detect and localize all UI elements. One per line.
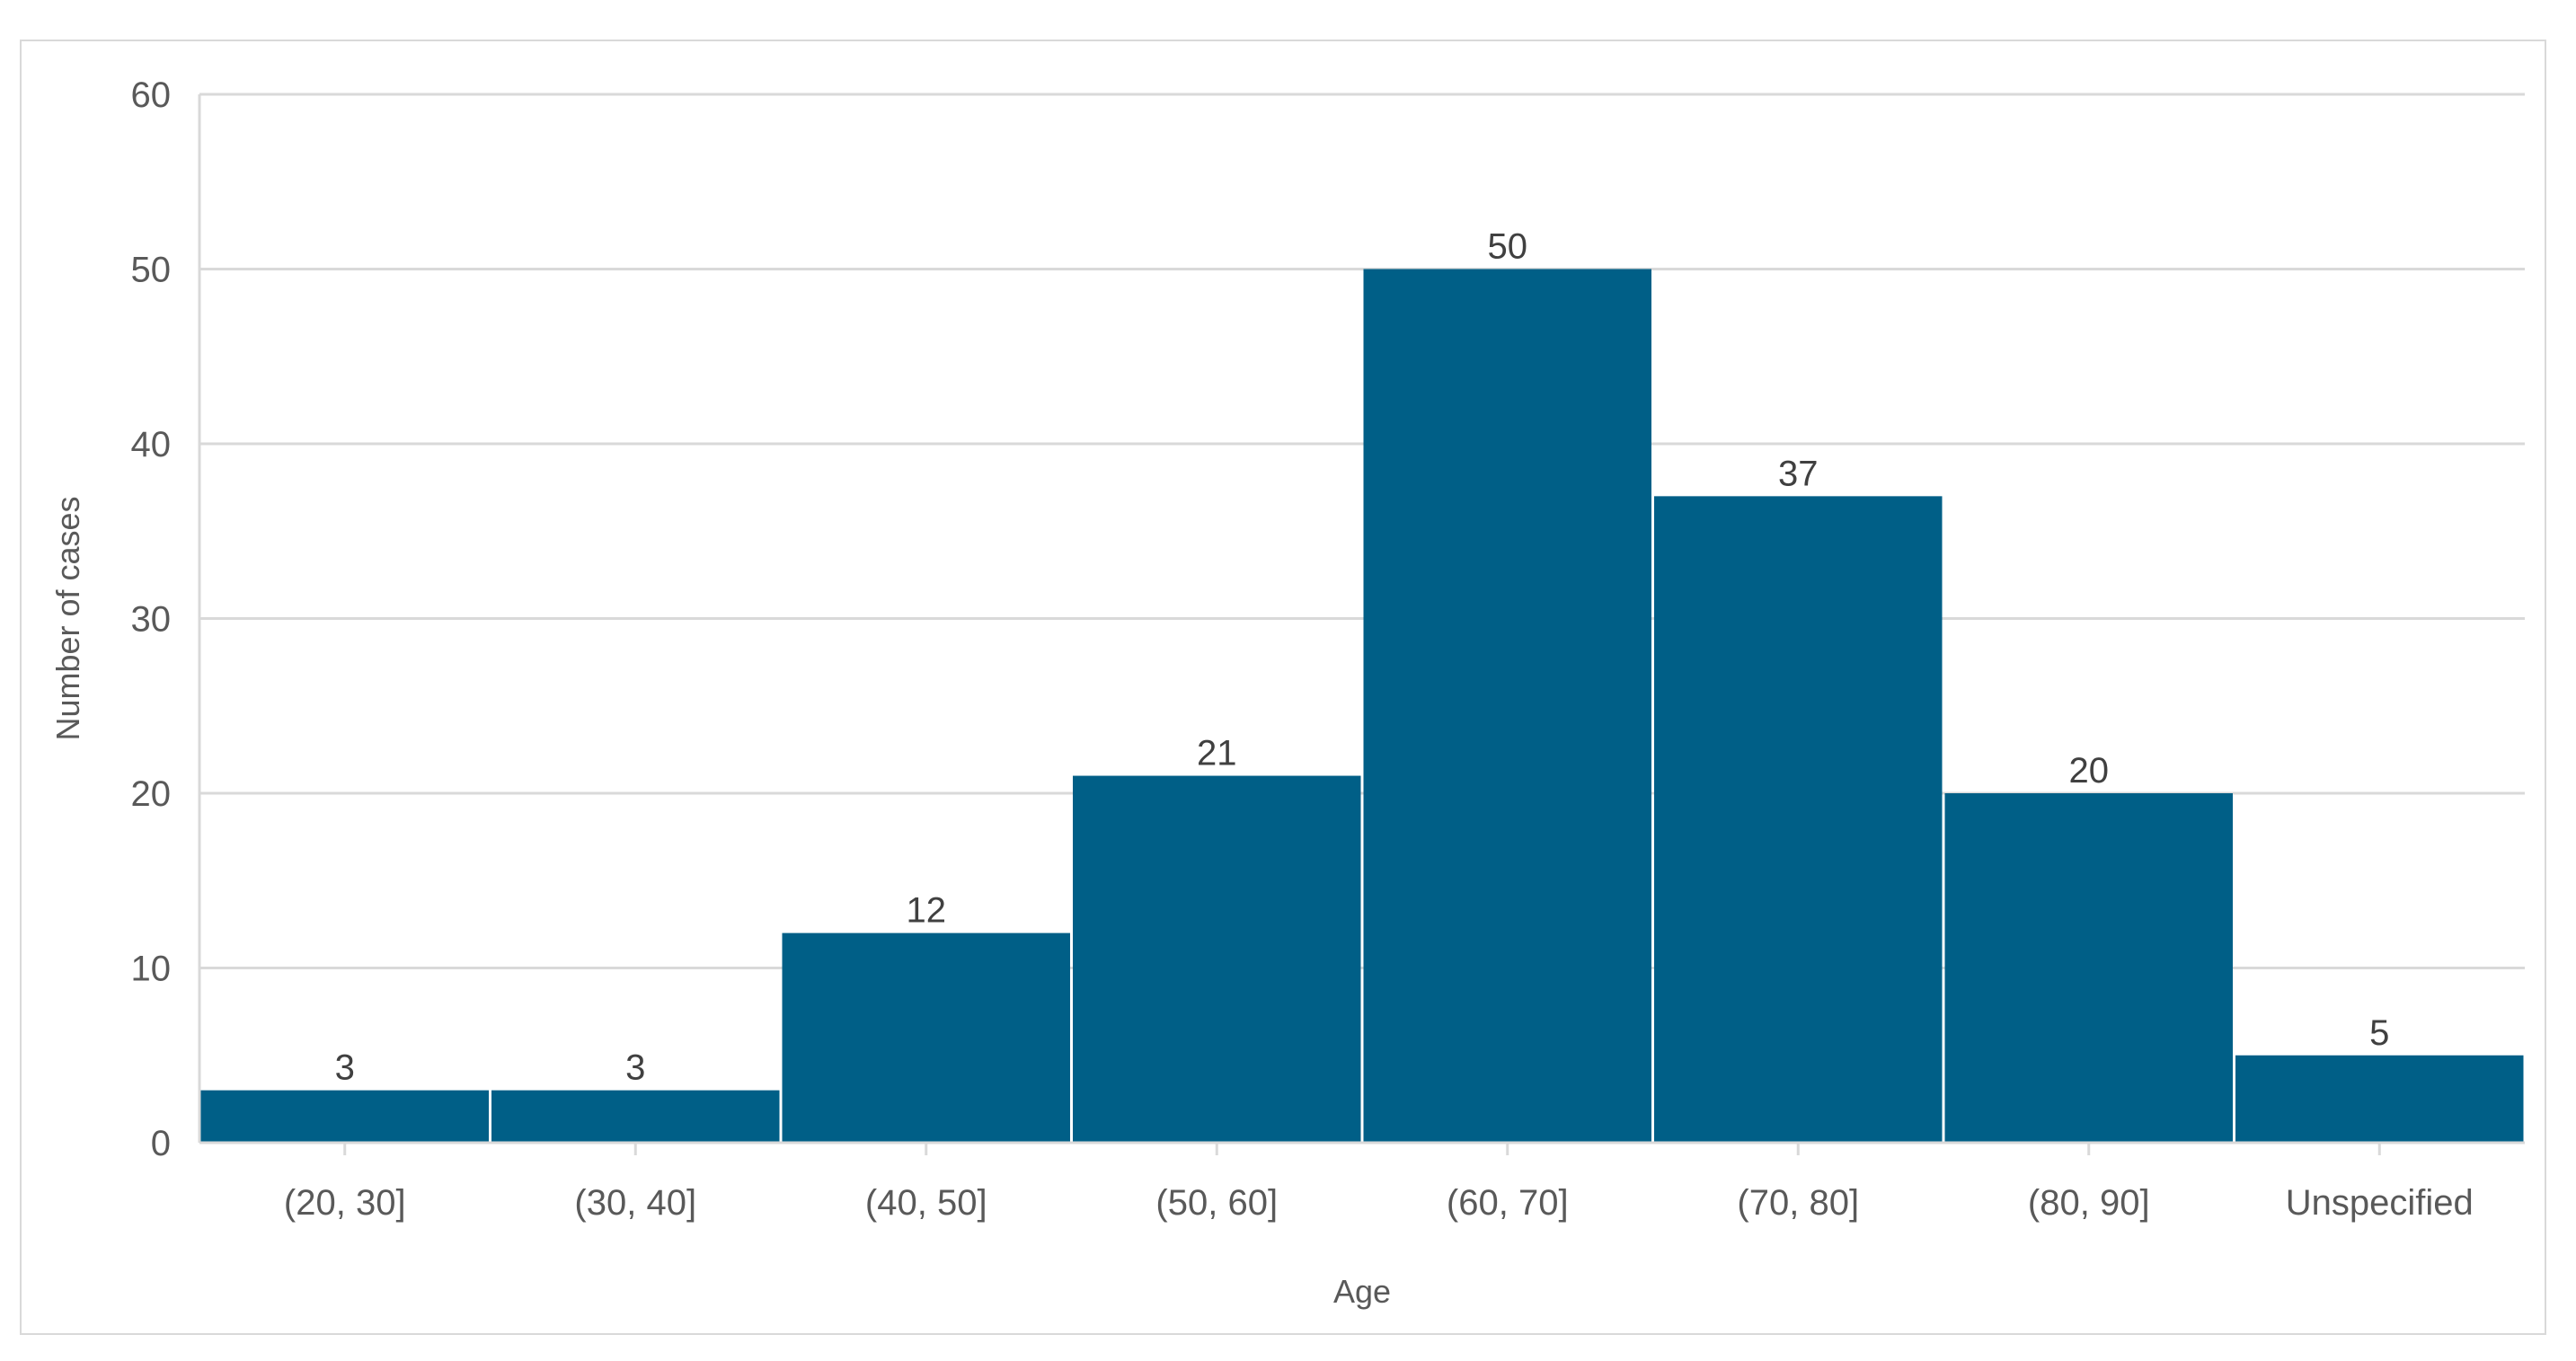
bar-data-label: 12 — [907, 891, 947, 931]
y-axis-title: Number of cases — [49, 496, 86, 740]
y-tick-label: 30 — [131, 600, 172, 640]
bar-data-label: 37 — [1778, 454, 1819, 493]
bar — [2235, 1055, 2524, 1143]
x-tick-label: (50, 60] — [1155, 1183, 1278, 1223]
y-tick-label: 50 — [131, 251, 172, 290]
bar-data-label: 3 — [335, 1048, 355, 1088]
x-axis-title: Age — [1333, 1273, 1391, 1310]
x-tick-label: Unspecified — [2286, 1183, 2474, 1223]
x-tick-label: (30, 40] — [574, 1183, 696, 1223]
bar-data-label: 21 — [1197, 734, 1237, 773]
bar-data-label: 20 — [2069, 751, 2110, 791]
y-tick-label: 40 — [131, 425, 172, 464]
bar-data-label: 3 — [625, 1048, 645, 1088]
bar — [782, 932, 1070, 1143]
bar — [491, 1090, 780, 1143]
y-tick-label: 0 — [151, 1124, 171, 1163]
bar — [1073, 775, 1361, 1143]
y-tick-label: 20 — [131, 774, 172, 814]
bar-data-label: 50 — [1488, 227, 1528, 267]
y-tick-label: 10 — [131, 950, 172, 989]
bar — [1944, 793, 2233, 1143]
x-tick-label: (20, 30] — [284, 1183, 406, 1223]
axes: 0 10 20 30 40 50 60 (20, 30] (30, 40] (40, 50] (50… — [131, 75, 2525, 1223]
x-tick-label: (70, 80] — [1737, 1183, 1859, 1223]
x-tick-label: (60, 70] — [1447, 1183, 1569, 1223]
bar-data-label: 5 — [2369, 1013, 2389, 1053]
x-tick-label: (80, 90] — [2028, 1183, 2150, 1223]
bar — [200, 1090, 489, 1143]
x-tick-label: (40, 50] — [865, 1183, 987, 1223]
bar — [1654, 496, 1943, 1143]
bars — [200, 269, 2524, 1143]
bar — [1363, 269, 1651, 1143]
data-labels: 3 3 12 21 50 37 20 5 — [335, 227, 2390, 1088]
y-tick-label: 60 — [131, 75, 172, 115]
